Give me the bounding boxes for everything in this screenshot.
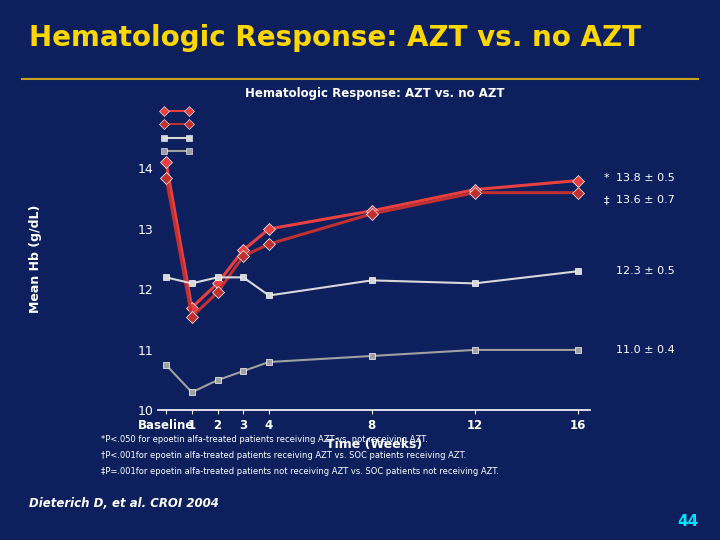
Text: Hematologic Response: AZT vs. no AZT: Hematologic Response: AZT vs. no AZT	[245, 87, 504, 100]
Text: Hematologic Response: AZT vs. no AZT: Hematologic Response: AZT vs. no AZT	[29, 24, 641, 52]
Text: †P<.001for epoetin alfa-treated patients receiving AZT vs. SOC patients receivin: †P<.001for epoetin alfa-treated patients…	[101, 451, 466, 460]
Text: ‡: ‡	[603, 195, 608, 205]
Text: 13.8 ± 0.5: 13.8 ± 0.5	[616, 173, 675, 183]
Text: 44: 44	[677, 514, 698, 529]
Text: ‡P=.001for epoetin alfa-treated patients not receiving AZT vs. SOC patients not : ‡P=.001for epoetin alfa-treated patients…	[101, 467, 499, 476]
Text: Dieterich D, et al. CROI 2004: Dieterich D, et al. CROI 2004	[29, 497, 219, 510]
Text: *: *	[603, 173, 609, 183]
Text: Mean Hb (g/dL): Mean Hb (g/dL)	[30, 205, 42, 313]
X-axis label: Time (Weeks): Time (Weeks)	[326, 438, 423, 451]
Text: 13.6 ± 0.7: 13.6 ± 0.7	[616, 195, 675, 205]
Text: 11.0 ± 0.4: 11.0 ± 0.4	[616, 345, 675, 355]
Text: *P<.050 for epoetin alfa-treated patients receiving AZT vs. not receiving AZT.: *P<.050 for epoetin alfa-treated patient…	[101, 435, 428, 444]
Text: 12.3 ± 0.5: 12.3 ± 0.5	[616, 266, 675, 276]
